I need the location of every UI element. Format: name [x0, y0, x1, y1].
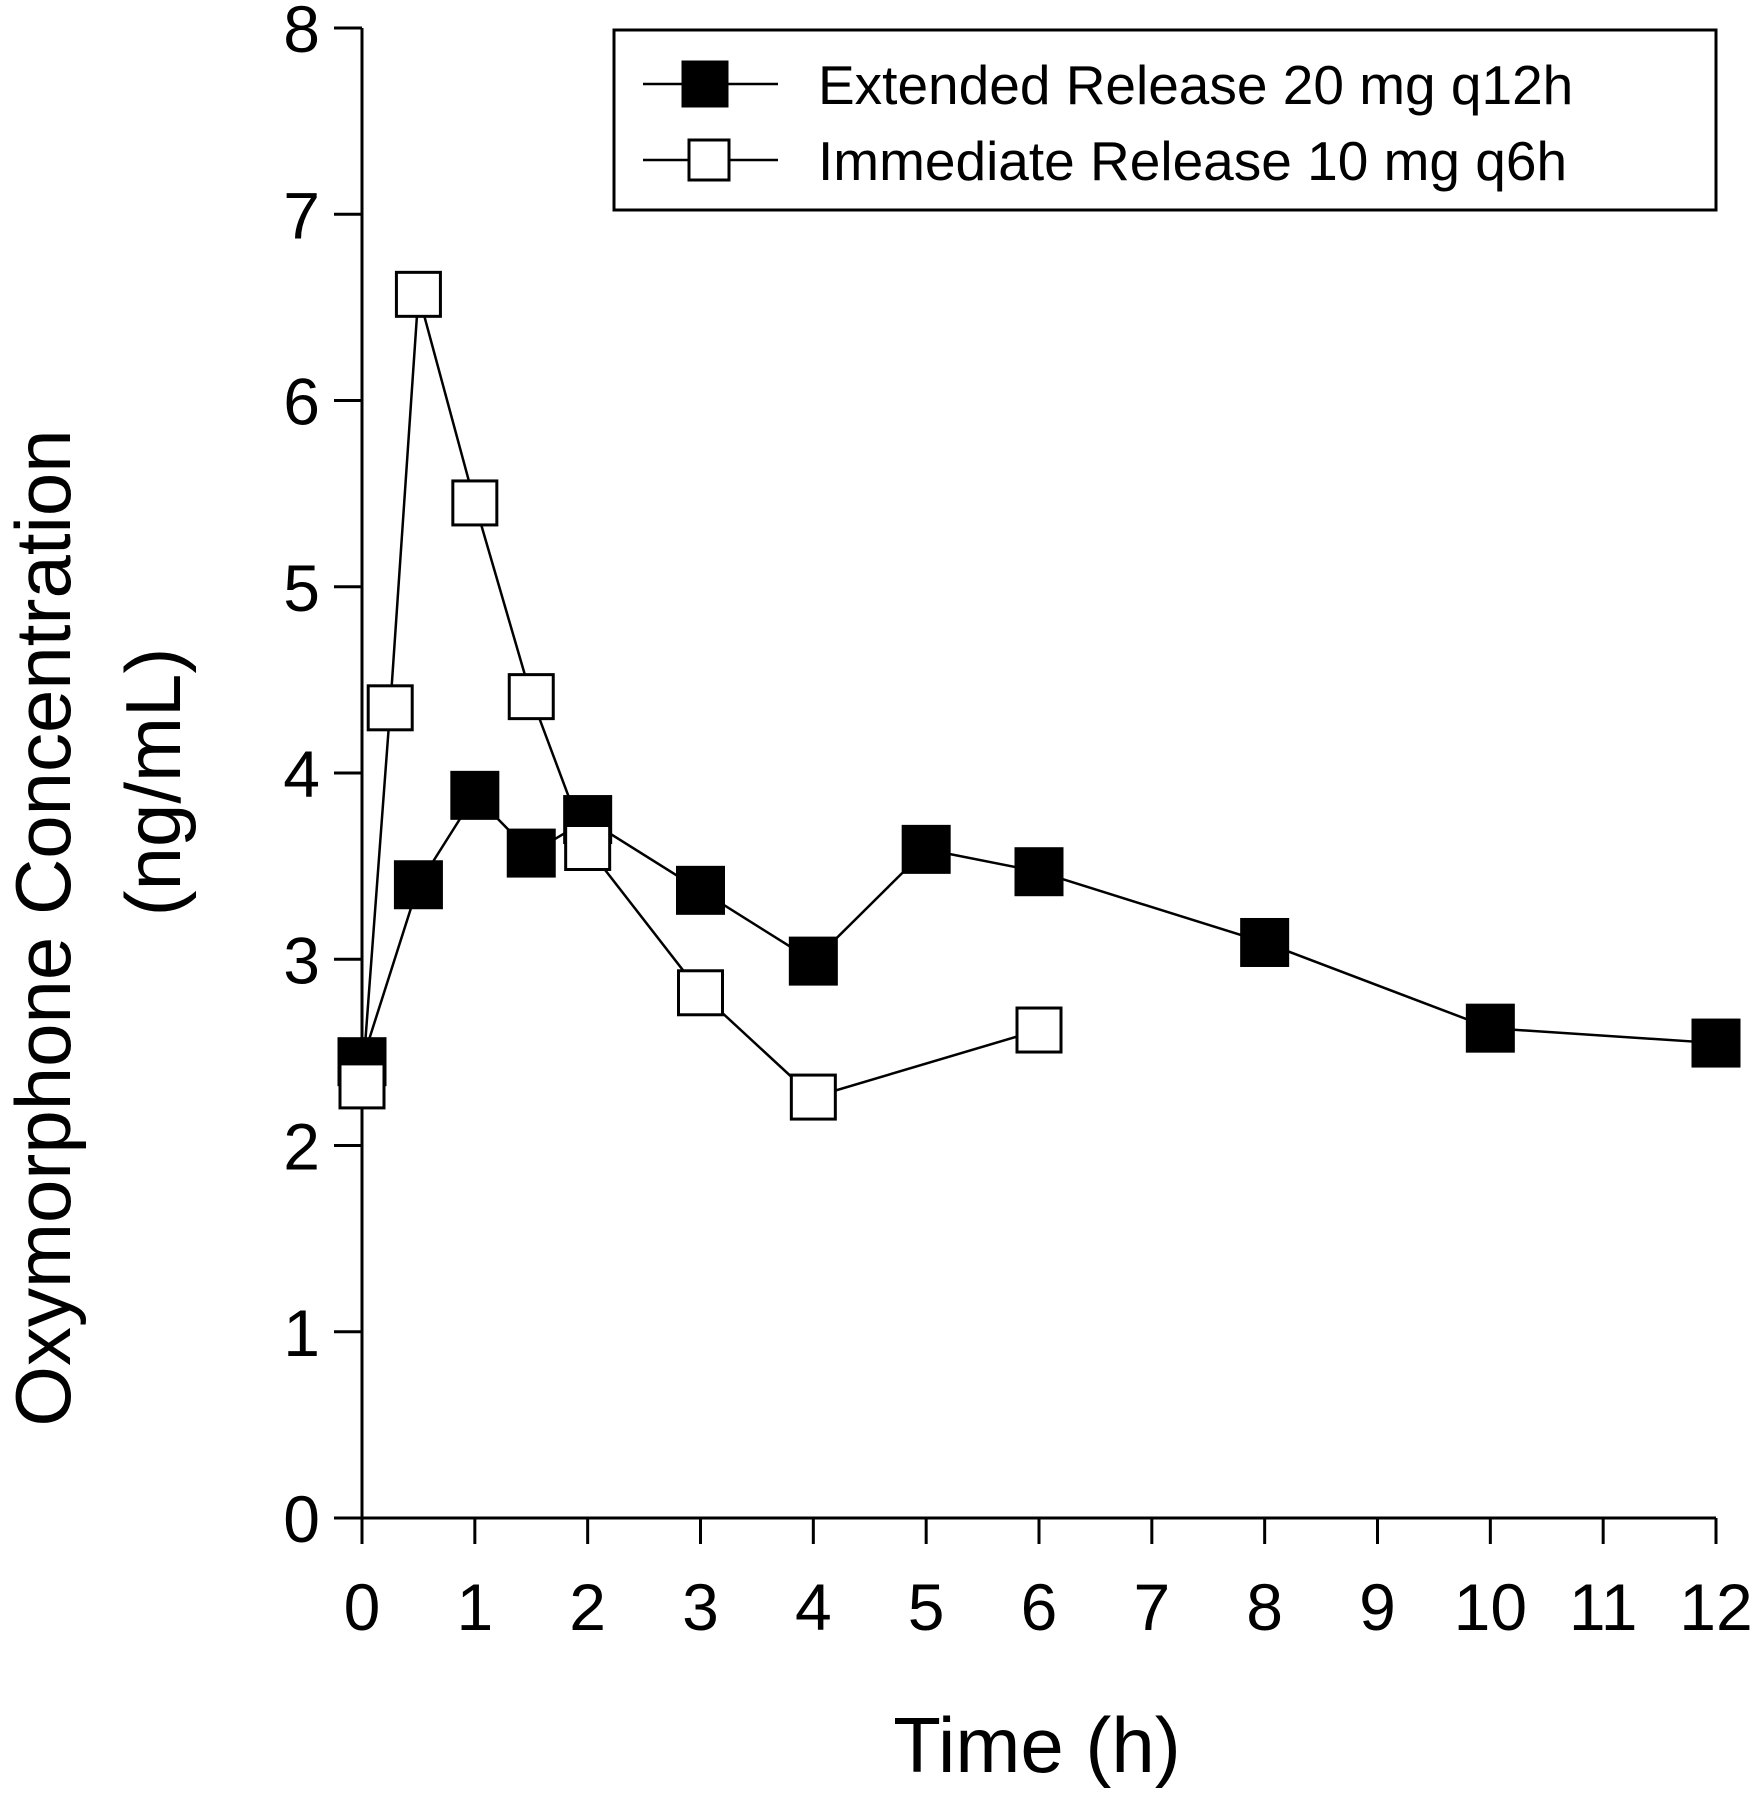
x-tick-label: 2 [569, 1570, 606, 1644]
x-tick-label: 1 [456, 1570, 493, 1644]
series-1 [338, 270, 1063, 1121]
y-tick-label: 1 [283, 1296, 320, 1370]
legend-label-immediate: Immediate Release 10 mg q6h [818, 130, 1567, 192]
data-point [393, 860, 443, 910]
data-point [1015, 1006, 1063, 1054]
x-ticks: 0 1 2 3 4 5 6 7 8 9 10 11 12 [344, 1518, 1753, 1644]
x-axis-title: Time (h) [893, 1701, 1180, 1789]
y-ticks: 0 1 2 3 4 5 6 7 8 [283, 0, 362, 1556]
x-tick-label: 3 [682, 1570, 719, 1644]
y-tick-label: 6 [283, 365, 320, 439]
x-tick-label: 7 [1133, 1570, 1170, 1644]
legend-box [612, 28, 1718, 212]
x-tick-label: 12 [1679, 1570, 1752, 1644]
data-point [676, 865, 725, 915]
data-point [677, 969, 724, 1017]
legend-marker-immediate [687, 138, 731, 182]
x-tick-label: 5 [908, 1570, 945, 1644]
data-point [451, 479, 499, 527]
legend-marker-extended [681, 60, 729, 108]
data-point [338, 1062, 386, 1110]
series-0 [337, 770, 1741, 1087]
y-axis-title-line2: (ng/mL) [109, 648, 197, 917]
y-tick-label: 3 [283, 923, 320, 997]
data-point [366, 684, 414, 732]
x-tick-label: 9 [1359, 1570, 1396, 1644]
x-tick-label: 6 [1021, 1570, 1058, 1644]
y-axis-unit: (ng/mL) [109, 648, 197, 917]
data-point [507, 673, 555, 721]
data-point [1240, 917, 1290, 967]
legend: Extended Release 20 mg q12h Immediate Re… [612, 28, 1718, 212]
series-layer [337, 270, 1741, 1121]
data-point [450, 770, 500, 820]
data-point [506, 828, 556, 878]
y-axis-title: Oxymorphone Concentration [0, 429, 87, 1426]
data-point [1465, 1003, 1515, 1053]
data-point [1691, 1018, 1741, 1068]
y-tick-label: 8 [283, 0, 320, 66]
data-point [1014, 847, 1064, 897]
y-tick-label: 4 [283, 737, 320, 811]
y-tick-label: 5 [283, 551, 320, 625]
y-tick-label: 7 [283, 178, 320, 252]
legend-label-extended: Extended Release 20 mg q12h [818, 54, 1573, 116]
data-point [394, 270, 442, 318]
data-point [788, 936, 838, 986]
y-tick-label: 0 [283, 1482, 320, 1556]
x-tick-label: 0 [344, 1570, 381, 1644]
data-point [901, 824, 951, 874]
y-axis-title-line1: Oxymorphone Concentration [0, 429, 87, 1426]
y-tick-label: 2 [283, 1110, 320, 1184]
x-tick-label: 10 [1454, 1570, 1527, 1644]
x-tick-label: 4 [795, 1570, 832, 1644]
x-tick-label: 8 [1246, 1570, 1283, 1644]
data-point [789, 1073, 837, 1121]
data-point [564, 824, 612, 871]
x-tick-label: 11 [1569, 1570, 1638, 1644]
